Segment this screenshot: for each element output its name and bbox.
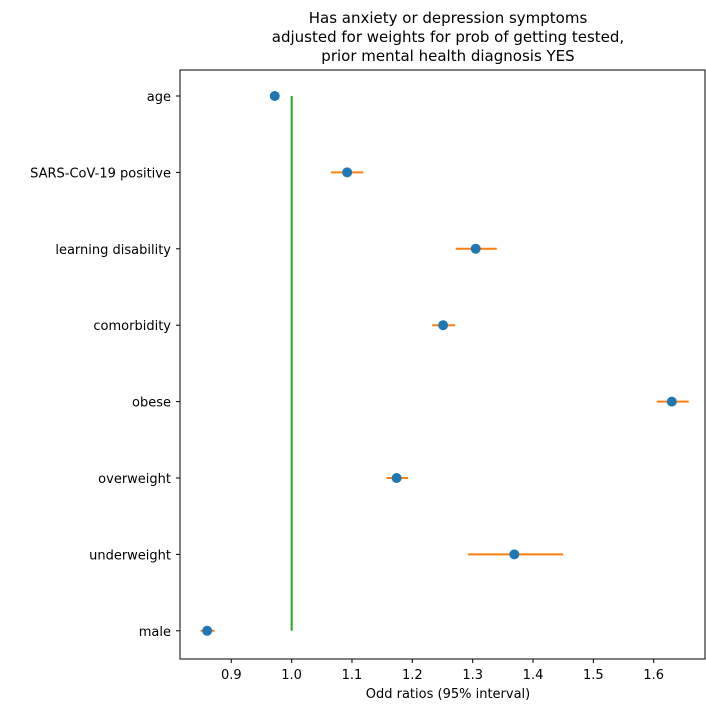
x-tick-label: 1.3 xyxy=(462,668,483,683)
y-tick-label: overweight xyxy=(98,472,171,487)
plot-frame xyxy=(179,69,706,660)
y-axis: age SARS-CoV-19 positive learning disabili… xyxy=(30,90,180,640)
x-tick-label: 1.0 xyxy=(281,668,302,683)
estimate-point xyxy=(269,91,280,101)
title-line-3: prior mental health diagnosis YES xyxy=(321,47,574,65)
estimate-point xyxy=(202,625,213,636)
title-line-1: Has anxiety or depression symptoms xyxy=(309,9,588,27)
y-tick-label: age xyxy=(147,90,171,105)
y-tick-label: learning disability xyxy=(55,243,171,258)
x-tick-label: 1.1 xyxy=(342,668,363,683)
estimate-point xyxy=(342,167,353,178)
title-line-2: adjusted for weights for prob of getting… xyxy=(272,28,624,46)
y-tick-label: comorbidity xyxy=(93,319,171,334)
x-tick-label: 1.6 xyxy=(643,668,664,683)
x-axis-label: Odd ratios (95% interval) xyxy=(366,687,530,702)
x-tick-label: 0.9 xyxy=(221,668,242,683)
estimate-point xyxy=(666,396,677,407)
plot-marks xyxy=(200,91,689,636)
estimate-point xyxy=(470,243,481,254)
y-tick-label: SARS-CoV-19 positive xyxy=(30,166,171,181)
y-tick-label: obese xyxy=(132,396,171,411)
chart-title: Has anxiety or depression symptoms adjus… xyxy=(272,9,624,65)
estimate-point xyxy=(391,473,402,483)
estimate-point xyxy=(509,549,520,560)
estimate-point xyxy=(438,320,449,331)
x-tick-label: 1.4 xyxy=(523,668,544,683)
y-tick-label: male xyxy=(139,625,171,640)
x-tick-label: 1.2 xyxy=(402,668,423,683)
x-tick-label: 1.5 xyxy=(583,668,604,683)
y-tick-label: underweight xyxy=(89,548,171,563)
x-axis: 0.9 1.0 1.1 1.2 1.3 1.4 1.5 1.6 xyxy=(221,659,664,683)
